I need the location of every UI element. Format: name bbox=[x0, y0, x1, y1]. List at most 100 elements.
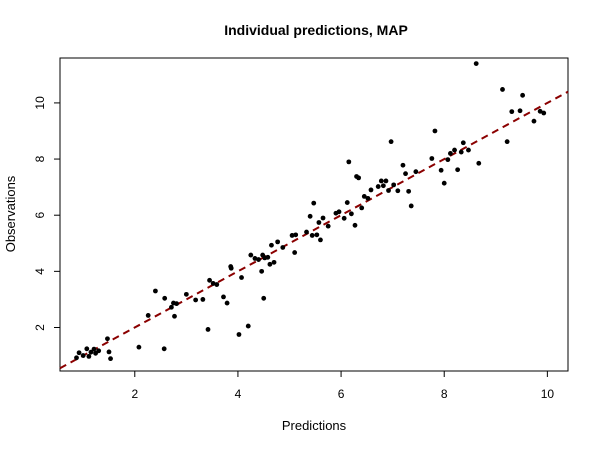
data-point bbox=[504, 139, 510, 145]
data-point bbox=[207, 277, 212, 283]
data-point bbox=[359, 205, 365, 211]
data-point bbox=[161, 346, 167, 352]
data-point bbox=[378, 178, 384, 184]
data-point bbox=[408, 203, 414, 209]
data-point bbox=[473, 61, 479, 67]
y-tick-label: 8 bbox=[33, 155, 47, 162]
data-point bbox=[267, 261, 273, 267]
x-tick-label: 4 bbox=[235, 387, 242, 401]
data-point bbox=[200, 297, 206, 302]
data-point bbox=[311, 200, 317, 206]
data-point bbox=[210, 281, 216, 286]
data-point bbox=[307, 213, 313, 219]
data-point bbox=[80, 353, 86, 358]
identity-reference-line bbox=[59, 90, 569, 370]
data-point bbox=[174, 301, 179, 307]
data-point bbox=[105, 336, 110, 342]
data-point bbox=[108, 356, 113, 362]
data-point bbox=[228, 265, 234, 271]
data-point bbox=[86, 354, 92, 359]
data-point bbox=[318, 237, 323, 243]
plot-box bbox=[59, 57, 569, 372]
x-tick-label: 2 bbox=[131, 387, 138, 401]
data-point bbox=[460, 140, 466, 146]
data-point bbox=[429, 156, 435, 161]
data-point bbox=[236, 332, 242, 337]
data-point bbox=[445, 157, 451, 163]
data-point bbox=[275, 239, 281, 245]
data-point bbox=[517, 108, 523, 114]
data-point bbox=[336, 209, 342, 215]
data-point bbox=[388, 139, 394, 145]
data-point bbox=[193, 297, 199, 303]
data-point bbox=[261, 295, 267, 301]
data-point bbox=[271, 259, 277, 265]
data-point bbox=[153, 288, 158, 294]
data-point bbox=[344, 200, 350, 205]
data-point bbox=[168, 304, 174, 310]
axis-ticks: 2 4 6 8 10 2 4 6 8 10 bbox=[33, 96, 554, 401]
data-point bbox=[375, 184, 381, 189]
data-point bbox=[304, 229, 309, 235]
y-tick-label: 2 bbox=[33, 324, 47, 331]
data-point bbox=[391, 182, 397, 188]
data-point bbox=[162, 295, 168, 301]
y-tick-label: 6 bbox=[33, 212, 47, 219]
data-point bbox=[346, 159, 352, 165]
data-point bbox=[509, 109, 515, 115]
data-point bbox=[352, 222, 358, 228]
data-point bbox=[476, 160, 482, 166]
data-point bbox=[441, 180, 447, 186]
data-point bbox=[252, 256, 258, 261]
data-point bbox=[361, 193, 367, 199]
data-point bbox=[458, 149, 464, 155]
data-point bbox=[88, 349, 94, 355]
data-point bbox=[145, 313, 151, 318]
data-point bbox=[438, 167, 444, 173]
data-point bbox=[248, 252, 254, 258]
data-point bbox=[500, 87, 505, 92]
data-point bbox=[448, 151, 453, 156]
data-point bbox=[455, 167, 461, 173]
data-point bbox=[183, 291, 189, 297]
data-point bbox=[325, 223, 331, 229]
x-axis-label: Predictions bbox=[282, 418, 347, 433]
data-point bbox=[320, 215, 326, 221]
data-point bbox=[541, 110, 547, 116]
data-point bbox=[365, 195, 371, 201]
data-point bbox=[466, 147, 471, 153]
data-point bbox=[293, 232, 299, 238]
data-point bbox=[368, 187, 374, 193]
data-point bbox=[403, 171, 408, 177]
data-point bbox=[239, 275, 244, 280]
y-axis-label: Observations bbox=[3, 175, 18, 252]
y-tick-label: 10 bbox=[33, 96, 47, 110]
data-point bbox=[259, 268, 265, 274]
data-point bbox=[269, 242, 274, 248]
data-point bbox=[221, 294, 226, 300]
data-point bbox=[316, 220, 322, 225]
data-point bbox=[292, 250, 298, 255]
data-point bbox=[386, 188, 391, 193]
data-point bbox=[84, 346, 90, 352]
data-point bbox=[413, 169, 419, 175]
data-point bbox=[383, 178, 389, 184]
data-point bbox=[400, 162, 406, 168]
data-point bbox=[341, 215, 347, 221]
data-point bbox=[76, 350, 82, 356]
data-point bbox=[395, 188, 401, 194]
data-point bbox=[205, 327, 211, 332]
x-tick-label: 10 bbox=[541, 387, 555, 401]
data-points bbox=[74, 61, 547, 362]
x-tick-label: 6 bbox=[338, 387, 345, 401]
data-point bbox=[91, 346, 97, 352]
data-point bbox=[520, 92, 526, 98]
data-point bbox=[280, 245, 286, 250]
chart-title: Individual predictions, MAP bbox=[224, 22, 408, 38]
data-point bbox=[314, 232, 320, 238]
identity-line-group bbox=[59, 90, 569, 370]
data-point bbox=[531, 118, 537, 124]
data-point bbox=[214, 282, 220, 287]
data-point bbox=[380, 183, 386, 189]
